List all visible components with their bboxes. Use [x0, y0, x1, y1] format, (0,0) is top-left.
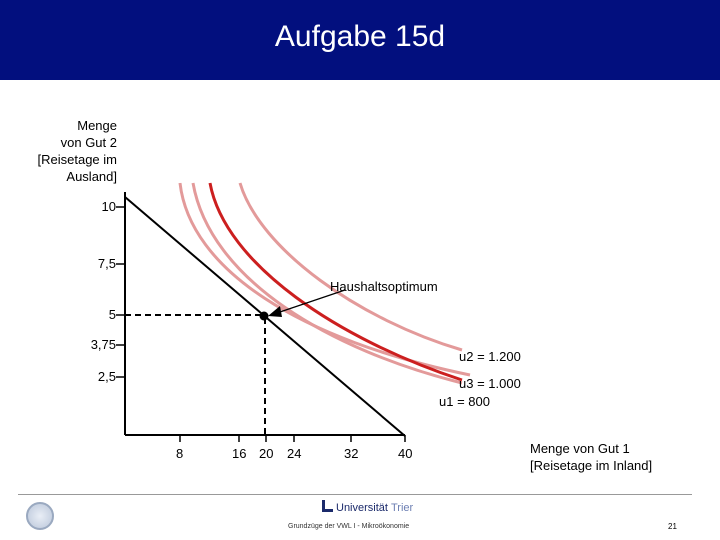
optimum-arrow-head — [268, 306, 282, 317]
y-axis-label: Menge von Gut 2 [Reisetage im Ausland] — [38, 117, 117, 185]
x-axis-label: Menge von Gut 1 [Reisetage im Inland] — [530, 440, 652, 474]
footer-divider — [18, 494, 692, 495]
logo-text: Universität — [336, 502, 388, 514]
y-tick-label: 5 — [108, 307, 116, 322]
optimum-arrow — [273, 289, 346, 315]
logo-city: Trier — [390, 502, 414, 514]
indifference-curve-u1-lower — [191, 182, 463, 385]
university-logo: Universität Trier — [322, 500, 413, 514]
x-axis-label-line: Menge von Gut 1 — [530, 441, 630, 456]
slide-header: Aufgabe 15d — [0, 0, 720, 80]
y-axis-label-line: [Reisetage im — [37, 152, 117, 167]
x-tick-label: 8 — [176, 446, 184, 461]
optimum-point — [259, 311, 269, 321]
y-axis-label-line: von Gut 2 — [60, 135, 117, 150]
x-tick-label: 32 — [344, 446, 359, 461]
slide-title: Aufgabe 15d — [274, 20, 446, 53]
x-tick-label: 20 — [259, 446, 274, 461]
indifference-curve-u2 — [238, 182, 463, 352]
university-seal — [26, 502, 54, 530]
curve-label-u1: u1 = 800 — [439, 394, 490, 409]
course-title: Grundzüge der VWL I - Mikroökonomie — [288, 523, 410, 530]
x-tick-label: 16 — [232, 446, 247, 461]
indifference-curve-u3 — [208, 182, 463, 382]
y-tick-label: 3,75 — [90, 337, 116, 352]
logo-icon — [322, 500, 333, 512]
y-tick-label: 7,5 — [97, 256, 116, 271]
y-tick-label: 2,5 — [97, 369, 116, 384]
curve-label-u2: u2 = 1.200 — [459, 349, 521, 364]
x-tick-label: 40 — [398, 446, 413, 461]
y-axis-label-line: Ausland] — [66, 169, 117, 184]
optimum-label: Haushaltsoptimum — [330, 279, 438, 294]
x-tick-label: 24 — [287, 446, 302, 461]
curve-label-u3: u3 = 1.000 — [459, 376, 521, 391]
y-tick-label: 10 — [101, 199, 116, 214]
x-axis-label-line: [Reisetage im Inland] — [530, 458, 653, 473]
y-axis-label-line: Menge — [77, 118, 117, 133]
page-number: 21 — [668, 522, 677, 531]
